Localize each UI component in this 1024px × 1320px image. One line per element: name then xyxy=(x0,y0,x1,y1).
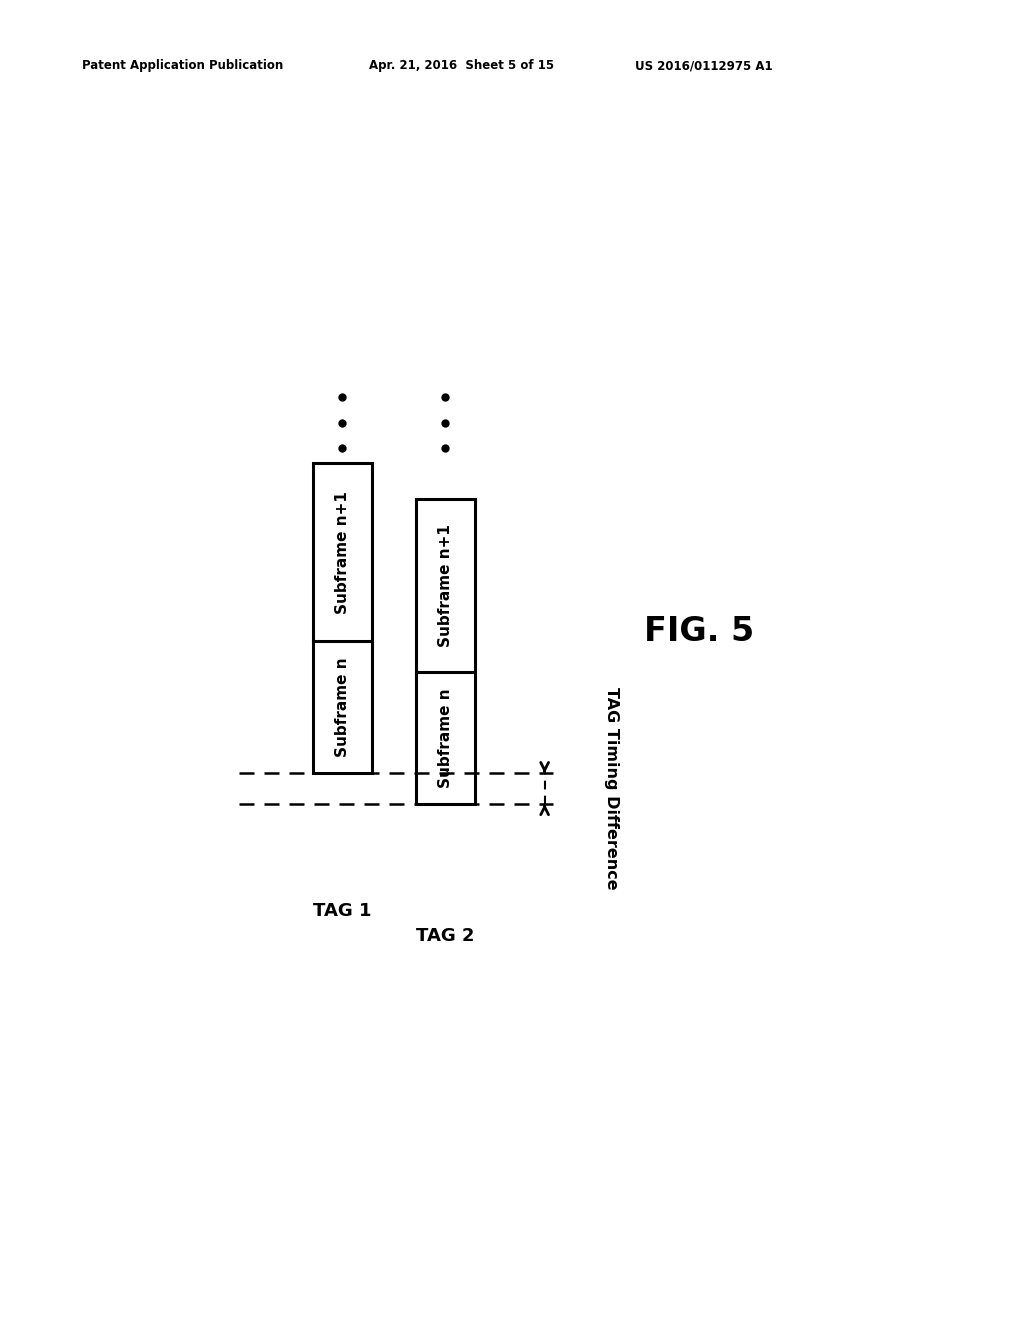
Bar xyxy=(312,463,372,774)
Text: Subframe n: Subframe n xyxy=(438,688,453,788)
Bar xyxy=(416,499,475,804)
Text: TAG Timing Difference: TAG Timing Difference xyxy=(604,688,620,890)
Text: Apr. 21, 2016  Sheet 5 of 15: Apr. 21, 2016 Sheet 5 of 15 xyxy=(369,59,554,73)
Text: TAG 1: TAG 1 xyxy=(313,902,372,920)
Text: Patent Application Publication: Patent Application Publication xyxy=(82,59,284,73)
Text: Subframe n+1: Subframe n+1 xyxy=(335,491,350,614)
Text: Subframe n+1: Subframe n+1 xyxy=(438,524,453,647)
Text: FIG. 5: FIG. 5 xyxy=(644,615,755,648)
Text: Subframe n: Subframe n xyxy=(335,657,350,758)
Text: TAG 2: TAG 2 xyxy=(416,927,475,945)
Text: US 2016/0112975 A1: US 2016/0112975 A1 xyxy=(635,59,772,73)
